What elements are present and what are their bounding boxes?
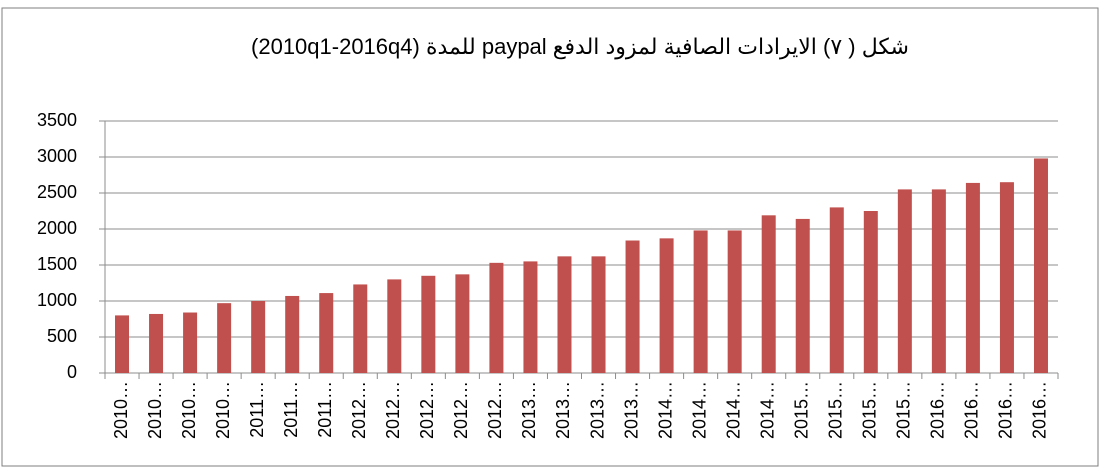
x-tick-label: 2013… [621,381,641,439]
x-tick-label: 2010… [179,381,199,439]
x-tick-label: 2015… [791,381,811,439]
y-tick-label: 2500 [37,182,77,202]
bar [965,182,980,373]
x-tick-label: 2011… [247,381,267,438]
bar [761,215,776,373]
bar [829,207,844,373]
x-tick-label: 2012… [451,381,471,439]
bar [251,301,266,373]
x-tick-label: 2014… [757,381,777,439]
bar [625,240,640,373]
x-tick-label: 2012… [349,381,369,439]
x-tick-label: 2016… [962,381,982,439]
x-tick-label: 2012… [485,381,505,439]
bar [115,315,130,373]
y-tick-label: 1500 [37,254,77,274]
bar [489,262,504,373]
bar [863,211,878,373]
y-tick-label: 2000 [37,218,77,238]
y-tick-label: 3000 [37,146,77,166]
x-tick-label: 2016… [996,381,1016,439]
x-tick-label: 2015… [894,381,914,439]
x-tick-label: 2011… [281,381,301,438]
bar [557,256,572,373]
bar [183,312,198,373]
bar [795,218,810,373]
x-tick-label: 2010… [111,381,131,439]
chart-title: شكل ( ٧) الايرادات الصافية لمزود الدفع p… [251,34,909,59]
bar [149,313,164,373]
x-tick-label: 2010… [145,381,165,439]
x-tick-label: 2014… [655,381,675,439]
bar [319,293,334,373]
x-tick-label: 2014… [689,381,709,439]
bar [387,279,402,373]
bar [659,238,674,373]
bar [1033,158,1048,373]
y-tick-label: 500 [47,326,77,346]
x-tick-label: 2014… [723,381,743,439]
x-tick-label: 2013… [519,381,539,439]
x-tick-label: 2010… [213,381,233,439]
y-tick-label: 1000 [37,290,77,310]
bar [999,182,1014,373]
x-tick-label: 2012… [383,381,403,439]
x-tick-label: 2015… [826,381,846,439]
x-tick-label: 2015… [860,381,880,439]
bar [455,274,470,373]
x-tick-label: 2016… [1030,381,1050,439]
x-tick-label: 2013… [587,381,607,439]
chart-frame [1,7,1099,467]
bar [523,261,538,373]
bar [421,275,436,373]
x-tick-label: 2016… [928,381,948,439]
bar [285,295,300,373]
bar [931,189,946,373]
y-tick-label: 3500 [37,110,77,130]
bar [591,256,606,373]
bar [693,230,708,373]
y-tick-label: 0 [67,362,77,382]
bar [897,189,912,373]
x-tick-label: 2011… [315,381,335,438]
bar [727,230,742,373]
bar [217,303,232,373]
bar [353,284,368,373]
x-tick-label: 2012… [417,381,437,439]
x-tick-label: 2013… [553,381,573,439]
